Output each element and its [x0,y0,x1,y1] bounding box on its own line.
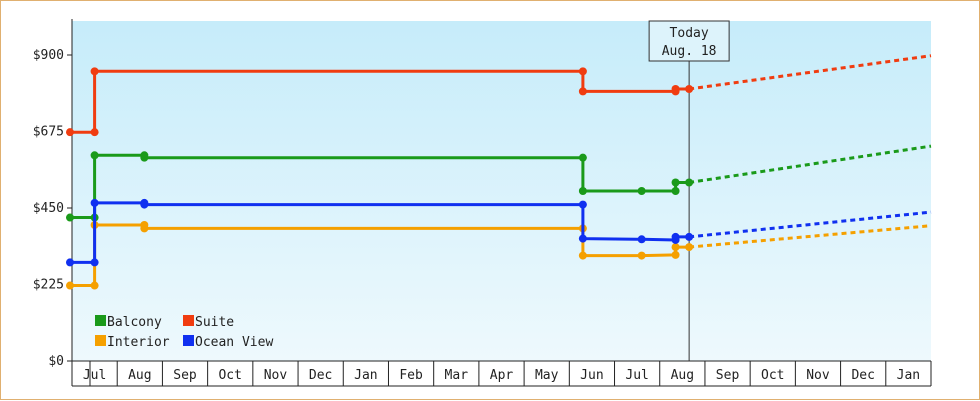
today-box [648,20,730,62]
legend-label-balcony: Balcony [107,315,162,330]
y-tick-label: $225 [33,278,64,293]
series-point-ocean-view [578,234,587,243]
legend-label-interior: Interior [107,335,170,350]
series-point-interior [66,281,74,290]
series-point-balcony [578,187,587,195]
series-point-ocean-view [140,200,149,209]
x-tick-label: May [535,368,559,383]
today-label: Today [670,26,709,41]
x-tick-label: Nov [806,368,830,383]
legend-label-suite: Suite [195,315,234,330]
x-tick-label: Nov [264,368,288,383]
x-tick-label: Oct [218,368,241,383]
series-point-suite [66,128,74,137]
x-tick-label: Aug [128,368,151,383]
x-tick-label: Jul [625,368,648,383]
legend-swatch-ocean-view [183,335,194,346]
series-point-interior [671,243,680,252]
series-point-suite [90,67,99,76]
series-point-ocean-view [90,258,99,267]
x-tick-label: Dec [309,368,332,383]
x-tick-label: Feb [399,368,423,383]
series-point-interior [140,224,149,233]
series-forecast-ocean-view [688,210,932,239]
x-tick-label: Jul [83,368,106,383]
x-tick-label: Sep [173,368,197,383]
series-forecast-suite [688,54,932,91]
y-tick-label: $450 [33,201,64,216]
y-tick-label: $900 [33,48,64,63]
legend-swatch-interior [95,335,106,346]
x-tick-label: Mar [445,368,469,383]
series-point-balcony [637,187,646,195]
series-point-balcony [66,213,74,222]
series-point-balcony [671,178,680,187]
series-point-suite [578,67,587,76]
x-tick-label: Oct [761,368,784,383]
x-tick-label: Sep [716,368,740,383]
x-tick-label: Jan [354,368,377,383]
legend-swatch-balcony [95,315,106,326]
series-point-ocean-view [66,258,74,267]
y-tick-label: $0 [48,354,64,369]
x-tick-label: Apr [490,368,514,383]
series-point-balcony [140,153,149,162]
series-point-balcony [578,153,587,162]
legend: Balcony Suite Interior Ocean View [95,315,273,350]
y-tick-label: $675 [33,125,64,140]
series-point-interior [637,251,646,260]
plot-background [72,21,931,361]
series-point-ocean-view [637,235,646,244]
series-point-suite [578,87,587,96]
series-point-ocean-view [671,232,680,241]
series-point-ocean-view [578,200,587,209]
today-marker: Today Aug. 18 [648,20,730,361]
series-point-balcony [671,187,680,195]
x-tick-label: Dec [851,368,874,383]
series-point-ocean-view [90,198,99,207]
series-point-suite [671,85,680,93]
x-tick-label: Jan [897,368,920,383]
x-tick-label: Jun [580,368,603,383]
series-point-suite [90,128,99,137]
series-point-interior [90,281,99,290]
series-point-interior [578,251,587,260]
today-date: Aug. 18 [662,44,717,59]
legend-label-ocean-view: Ocean View [195,335,273,350]
series-layer [66,54,932,290]
series-forecast-balcony [688,144,932,184]
x-tick-label: Aug [671,368,694,383]
series-forecast-interior [688,224,932,249]
series-point-balcony [90,151,99,160]
legend-swatch-suite [183,315,194,326]
axes: $0 $225 $450 $675 $900 Jul Aug Sep Oct Nov Dec Jan F… [33,19,932,387]
series-point-interior [671,250,680,259]
